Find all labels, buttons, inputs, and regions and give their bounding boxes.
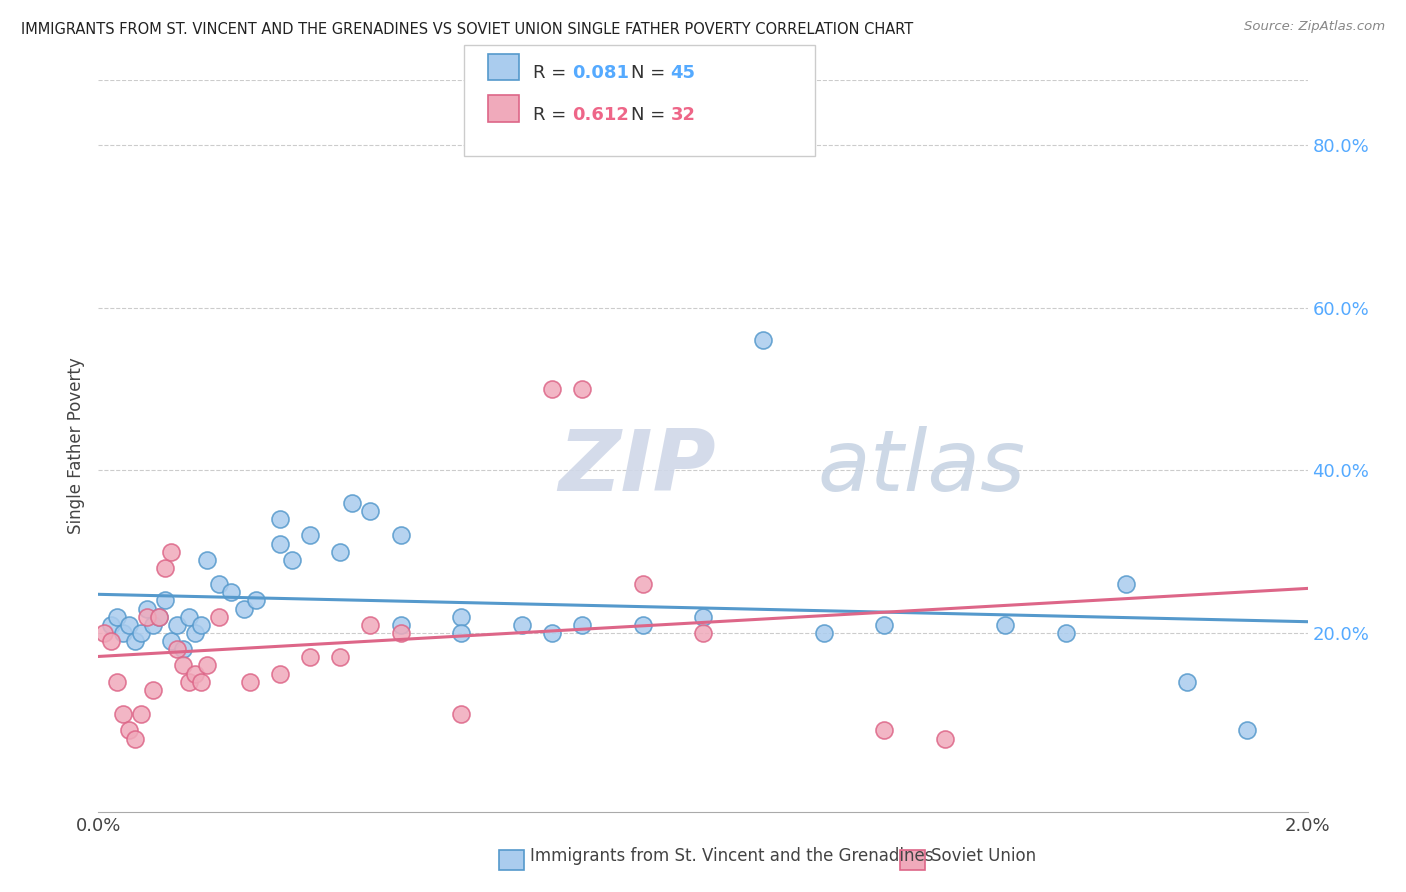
Point	[510, 617, 533, 632]
Point	[195, 658, 218, 673]
Text: R =: R =	[533, 106, 572, 124]
Text: N =: N =	[631, 64, 671, 82]
Point	[329, 544, 352, 558]
Point	[571, 382, 593, 396]
Text: 32: 32	[671, 106, 696, 124]
Point	[450, 626, 472, 640]
Point	[160, 544, 183, 558]
Text: Source: ZipAtlas.com: Source: ZipAtlas.com	[1244, 20, 1385, 33]
Point	[245, 593, 267, 607]
Point	[994, 617, 1017, 632]
Point	[142, 682, 165, 697]
Point	[269, 536, 291, 550]
Point	[111, 707, 134, 722]
Point	[752, 334, 775, 348]
Point	[813, 626, 835, 640]
Point	[873, 617, 896, 632]
Point	[195, 553, 218, 567]
Point	[541, 382, 564, 396]
Point	[153, 593, 176, 607]
Point	[360, 504, 382, 518]
Point	[129, 626, 152, 640]
Text: Immigrants from St. Vincent and the Grenadines: Immigrants from St. Vincent and the Gren…	[530, 847, 934, 865]
Point	[299, 650, 322, 665]
Point	[190, 617, 212, 632]
Point	[281, 553, 304, 567]
Point	[166, 642, 188, 657]
Point	[873, 723, 896, 738]
Point	[450, 707, 472, 722]
Point	[631, 577, 654, 591]
Point	[179, 609, 201, 624]
Point	[172, 658, 194, 673]
Point	[124, 731, 146, 746]
Point	[105, 609, 128, 624]
Point	[118, 723, 141, 738]
Text: R =: R =	[533, 64, 572, 82]
Point	[93, 626, 115, 640]
Point	[239, 674, 262, 689]
Point	[153, 561, 176, 575]
Point	[692, 626, 714, 640]
Text: 0.612: 0.612	[572, 106, 628, 124]
Point	[1054, 626, 1077, 640]
Point	[100, 617, 122, 632]
Point	[208, 577, 231, 591]
Text: 0.081: 0.081	[572, 64, 630, 82]
Point	[148, 609, 170, 624]
Point	[172, 642, 194, 657]
Point	[179, 674, 201, 689]
Point	[142, 617, 165, 632]
Point	[1175, 674, 1198, 689]
Point	[221, 585, 243, 599]
Point	[1236, 723, 1258, 738]
Point	[190, 674, 212, 689]
Point	[166, 617, 188, 632]
Point	[184, 626, 207, 640]
Point	[934, 731, 956, 746]
Point	[135, 609, 157, 624]
Point	[360, 617, 382, 632]
Point	[1115, 577, 1137, 591]
Point	[269, 666, 291, 681]
Point	[129, 707, 152, 722]
Point	[232, 601, 254, 615]
Point	[450, 609, 472, 624]
Text: 45: 45	[671, 64, 696, 82]
Point	[389, 617, 412, 632]
Point	[111, 626, 134, 640]
Point	[571, 617, 593, 632]
Point	[118, 617, 141, 632]
Point	[135, 601, 157, 615]
Text: N =: N =	[631, 106, 671, 124]
Point	[329, 650, 352, 665]
Point	[100, 634, 122, 648]
Point	[184, 666, 207, 681]
Point	[299, 528, 322, 542]
Point	[342, 496, 364, 510]
Text: IMMIGRANTS FROM ST. VINCENT AND THE GRENADINES VS SOVIET UNION SINGLE FATHER POV: IMMIGRANTS FROM ST. VINCENT AND THE GREN…	[21, 22, 914, 37]
Y-axis label: Single Father Poverty: Single Father Poverty	[67, 358, 86, 534]
Point	[105, 674, 128, 689]
Text: atlas: atlas	[818, 426, 1026, 509]
Point	[148, 609, 170, 624]
Point	[160, 634, 183, 648]
Point	[389, 626, 412, 640]
Point	[631, 617, 654, 632]
Point	[208, 609, 231, 624]
Text: ZIP: ZIP	[558, 426, 716, 509]
Text: Soviet Union: Soviet Union	[931, 847, 1036, 865]
Point	[692, 609, 714, 624]
Point	[269, 512, 291, 526]
Point	[124, 634, 146, 648]
Point	[389, 528, 412, 542]
Point	[541, 626, 564, 640]
